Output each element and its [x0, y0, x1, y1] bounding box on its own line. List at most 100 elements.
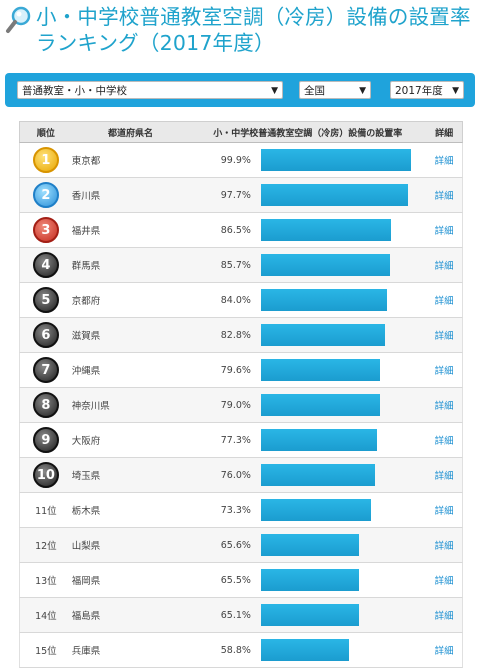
detail-link[interactable]: 詳細 — [434, 611, 454, 622]
prefecture-name: 福島県 — [71, 611, 101, 622]
bar-cell — [259, 248, 426, 282]
category-select[interactable]: 普通教室・小・中学校 ▼ — [17, 81, 283, 99]
table-row: 2 香川県 97.7% 詳細 — [19, 178, 463, 213]
rate-value: 84.0% — [220, 294, 251, 306]
filter-bar: 普通教室・小・中学校 ▼ 全国 ▼ 2017年度 ▼ — [5, 73, 475, 107]
bar-cell — [259, 458, 426, 492]
rate-value: 86.5% — [220, 224, 251, 236]
rank-cell: 7 — [20, 353, 72, 387]
table-row: 11位 栃木県 73.3% 詳細 — [19, 493, 463, 528]
rate-bar — [260, 219, 391, 241]
prefecture-name: 香川県 — [71, 191, 101, 202]
prefecture-name: 神奈川県 — [71, 401, 110, 412]
detail-link[interactable]: 詳細 — [434, 576, 454, 587]
rate-value: 58.8% — [220, 644, 251, 656]
rank-medal-icon: 8 — [32, 392, 59, 418]
rate-bar — [260, 429, 377, 451]
rank-label: 13位 — [35, 576, 57, 587]
detail-link[interactable]: 詳細 — [434, 156, 454, 167]
detail-link[interactable]: 詳細 — [434, 436, 454, 447]
bar-cell — [259, 633, 426, 667]
rank-cell: 15位 — [20, 633, 72, 667]
prefecture-name: 沖縄県 — [71, 366, 101, 377]
rank-medal-icon: 5 — [32, 287, 59, 313]
rank-cell: 4 — [20, 248, 72, 282]
rate-bar — [260, 184, 408, 206]
rank-number: 2 — [41, 187, 51, 203]
table-row: 10 埼玉県 76.0% 詳細 — [19, 458, 463, 493]
bar-cell — [259, 598, 426, 632]
bar-cell — [259, 423, 426, 457]
rank-cell: 6 — [20, 318, 72, 352]
rank-number: 4 — [41, 257, 51, 273]
table-row: 3 福井県 86.5% 詳細 — [19, 213, 463, 248]
rank-label: 15位 — [35, 646, 57, 657]
header-chart: 小・中学校普通教室空調（冷房）設備の設置率 — [213, 128, 403, 139]
rate-bar — [260, 604, 359, 626]
detail-link[interactable]: 詳細 — [434, 506, 454, 517]
chevron-down-icon: ▼ — [359, 86, 366, 96]
detail-link[interactable]: 詳細 — [434, 401, 454, 412]
rank-number: 3 — [41, 222, 51, 238]
detail-link[interactable]: 詳細 — [434, 331, 454, 342]
prefecture-name: 東京都 — [71, 156, 101, 167]
category-select-value: 普通教室・小・中学校 — [22, 85, 127, 97]
detail-link[interactable]: 詳細 — [434, 541, 454, 552]
rate-value: 65.1% — [220, 609, 251, 621]
table-row: 4 群馬県 85.7% 詳細 — [19, 248, 463, 283]
prefecture-name: 福岡県 — [71, 576, 101, 587]
rate-bar — [260, 639, 349, 661]
rank-cell: 11位 — [20, 493, 72, 527]
table-row: 1 東京都 99.9% 詳細 — [19, 143, 463, 178]
detail-link[interactable]: 詳細 — [434, 646, 454, 657]
table-row: 15位 兵庫県 58.8% 詳細 — [19, 633, 463, 668]
rank-cell: 9 — [20, 423, 72, 457]
page-title: 小・中学校普通教室空調（冷房）設備の設置率ランキング（2017年度） — [36, 5, 471, 55]
table-row: 6 滋賀県 82.8% 詳細 — [19, 318, 463, 353]
prefecture-name: 埼玉県 — [71, 471, 101, 482]
rank-number: 5 — [41, 292, 51, 308]
table-row: 5 京都府 84.0% 詳細 — [19, 283, 463, 318]
prefecture-name: 兵庫県 — [71, 646, 101, 657]
detail-link[interactable]: 詳細 — [434, 261, 454, 272]
year-select-value: 2017年度 — [395, 85, 443, 97]
rate-bar — [260, 289, 387, 311]
rank-number: 10 — [36, 467, 55, 483]
detail-link[interactable]: 詳細 — [434, 226, 454, 237]
rate-bar — [260, 499, 371, 521]
bar-cell — [259, 283, 426, 317]
rate-bar — [260, 534, 359, 556]
rank-medal-icon: 4 — [32, 252, 59, 278]
rate-bar — [260, 464, 375, 486]
rank-medal-icon: 9 — [32, 427, 59, 453]
rate-value: 77.3% — [220, 434, 251, 446]
table-row: 13位 福岡県 65.5% 詳細 — [19, 563, 463, 598]
detail-link[interactable]: 詳細 — [434, 366, 454, 377]
detail-link[interactable]: 詳細 — [434, 471, 454, 482]
rank-medal-icon: 7 — [32, 357, 59, 383]
rank-cell: 10 — [20, 458, 72, 492]
prefecture-name: 福井県 — [71, 226, 101, 237]
year-select[interactable]: 2017年度 ▼ — [390, 81, 464, 99]
rate-bar — [260, 324, 385, 346]
rank-cell: 8 — [20, 388, 72, 422]
magnifier-icon — [6, 6, 31, 33]
prefecture-name: 山梨県 — [71, 541, 101, 552]
rank-cell: 1 — [20, 143, 72, 177]
rate-value: 65.5% — [220, 574, 251, 586]
prefecture-name: 大阪府 — [71, 436, 101, 447]
rate-value: 65.6% — [220, 539, 251, 551]
detail-link[interactable]: 詳細 — [434, 191, 454, 202]
prefecture-name: 群馬県 — [71, 261, 101, 272]
detail-link[interactable]: 詳細 — [434, 296, 454, 307]
rate-bar — [260, 394, 380, 416]
region-select-value: 全国 — [304, 85, 325, 97]
table-row: 12位 山梨県 65.6% 詳細 — [19, 528, 463, 563]
rank-medal-icon: 2 — [32, 182, 59, 208]
rank-cell: 2 — [20, 178, 72, 212]
rank-number: 1 — [41, 152, 51, 168]
region-select[interactable]: 全国 ▼ — [299, 81, 371, 99]
rank-number: 9 — [41, 432, 51, 448]
header-detail: 詳細 — [435, 128, 454, 139]
rate-value: 76.0% — [220, 469, 251, 481]
